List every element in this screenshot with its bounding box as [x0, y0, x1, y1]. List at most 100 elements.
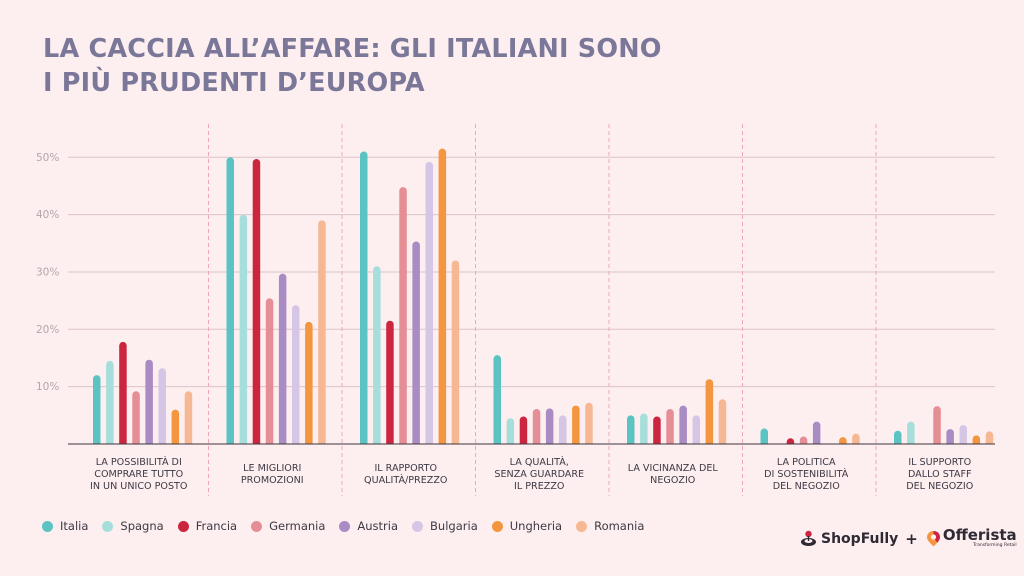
legend-label: Austria — [357, 519, 399, 533]
bar-spagna — [106, 360, 114, 444]
y-tick-label: 20% — [36, 324, 59, 336]
bar-francia — [519, 416, 528, 444]
category-label: LE MIGLIORI — [243, 463, 301, 474]
legend-item-romania: Romania — [576, 519, 644, 533]
y-tick-label: 40% — [36, 209, 59, 221]
category-label: IL PREZZO — [514, 481, 565, 492]
bar-romania — [985, 431, 994, 444]
bar-spagna — [907, 421, 915, 444]
bar-austria — [545, 408, 554, 444]
bar-austria — [812, 421, 821, 444]
bar-romania — [451, 260, 460, 444]
category-label: LA POSSIBILITÀ DI — [96, 455, 182, 468]
bar-italia — [894, 430, 902, 444]
category-label: IL SUPPORTO — [908, 457, 971, 468]
legend-label: Bulgaria — [430, 519, 478, 533]
category-label: DALLO STAFF — [908, 469, 972, 480]
legend-label: Italia — [60, 519, 89, 533]
bar-spagna — [640, 413, 648, 444]
y-tick-label: 50% — [36, 152, 59, 164]
legend-swatch — [102, 520, 114, 532]
offerista-logo-icon — [925, 530, 942, 547]
category-label: DI SOSTENIBILITÀ — [764, 467, 849, 480]
bar-germania — [933, 406, 941, 444]
bar-romania — [318, 220, 326, 444]
legend-swatch — [251, 520, 263, 532]
legend-item-ungheria: Ungheria — [491, 519, 562, 533]
bar-italia — [226, 157, 234, 444]
legend-item-italia: Italia — [42, 519, 88, 533]
category-label: PROMOZIONI — [241, 475, 304, 486]
y-tick-label: 10% — [36, 381, 59, 393]
legend-item-spagna: Spagna — [102, 519, 164, 533]
y-axis-ticks: 10% 20% 30% 40% 50% — [36, 152, 59, 393]
bar-germania — [666, 409, 674, 444]
category-label: QUALITÀ/PREZZO — [364, 473, 448, 486]
bar-bulgaria — [959, 425, 967, 444]
bar-bulgaria — [559, 415, 567, 444]
category-label: LA QUALITÀ, — [510, 455, 569, 468]
bar-germania — [399, 187, 407, 444]
bar-italia — [93, 375, 101, 444]
gridlines — [68, 156, 995, 388]
bar-ungheria — [305, 321, 313, 444]
category-label: SENZA GUARDARE — [494, 469, 584, 480]
bar-ungheria — [438, 148, 447, 444]
brand-logos: ShopFully + Offerista Transforming Retai… — [800, 528, 1017, 549]
brand-plus: + — [905, 529, 918, 548]
bar-italia — [360, 151, 368, 444]
shopfully-logo: ShopFully — [821, 530, 899, 547]
legend-item-austria: Austria — [339, 519, 398, 533]
bar-italia — [760, 428, 768, 444]
legend-item-francia: Francia — [177, 519, 238, 533]
legend-swatch — [576, 520, 588, 532]
bar-spagna — [506, 418, 515, 444]
bar-austria — [412, 241, 420, 444]
offerista-tagline: Transforming Retail — [973, 543, 1017, 548]
legend-swatch — [412, 520, 424, 532]
bar-romania — [184, 391, 193, 444]
bar-bulgaria — [692, 415, 700, 444]
bar-austria — [679, 405, 687, 444]
category-label: IL RAPPORTO — [374, 463, 437, 474]
bar-italia — [493, 355, 501, 444]
bar-romania — [852, 433, 860, 444]
bar-italia — [627, 415, 635, 444]
y-tick-label: 30% — [36, 266, 59, 278]
category-label: LA POLITICA — [777, 457, 836, 468]
legend-swatch — [491, 520, 503, 532]
bar-austria — [145, 359, 153, 444]
legend-item-bulgaria: Bulgaria — [412, 519, 478, 533]
legend-swatch — [42, 520, 53, 532]
bar-austria — [278, 273, 287, 444]
bar-francia — [786, 438, 795, 444]
chart-title: LA CACCIA ALL’AFFARE: GLI ITALIANI SONO … — [43, 34, 662, 98]
legend-label: Germania — [269, 519, 326, 533]
legend-label: Francia — [195, 519, 238, 533]
bar-bulgaria — [292, 305, 300, 444]
bar-spagna — [239, 214, 248, 444]
legend-swatch — [339, 520, 351, 532]
offerista-logo: Offerista Transforming Retail — [943, 528, 1017, 549]
bar-germania — [799, 436, 808, 444]
offerista-name: Offerista — [942, 526, 1017, 544]
legend-label: Romania — [594, 519, 645, 533]
bar-ungheria — [972, 435, 981, 444]
category-label: LA VICINANZA DEL — [628, 463, 719, 474]
category-label: NEGOZIO — [650, 475, 696, 486]
bar-germania — [265, 298, 274, 444]
category-label: COMPRARE TUTTO — [94, 469, 183, 480]
bar-spagna — [373, 266, 381, 444]
bar-germania — [132, 391, 140, 444]
category-label: DEL NEGOZIO — [906, 481, 973, 492]
bar-francia — [119, 341, 127, 444]
bar-bulgaria — [425, 161, 433, 444]
bar-ungheria — [705, 379, 714, 444]
bar-germania — [532, 409, 541, 444]
bar-ungheria — [171, 409, 180, 444]
legend-label: Spagna — [120, 519, 164, 533]
bar-ungheria — [572, 405, 580, 444]
bar-francia — [252, 158, 261, 444]
